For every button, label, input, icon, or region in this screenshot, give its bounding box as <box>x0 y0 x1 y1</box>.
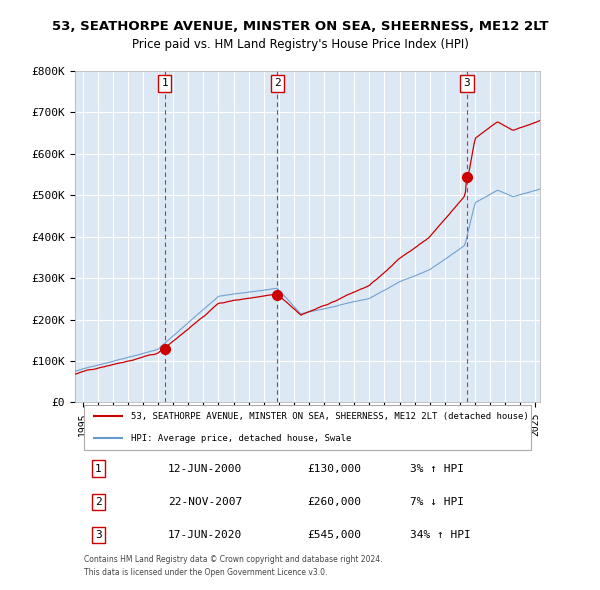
Text: HPI: Average price, detached house, Swale: HPI: Average price, detached house, Swal… <box>131 434 351 442</box>
Text: This data is licensed under the Open Government Licence v3.0.: This data is licensed under the Open Gov… <box>84 568 328 578</box>
Text: 1: 1 <box>95 464 101 474</box>
Text: £130,000: £130,000 <box>308 464 361 474</box>
Text: £545,000: £545,000 <box>308 530 361 540</box>
FancyBboxPatch shape <box>84 405 531 450</box>
Text: 17-JUN-2020: 17-JUN-2020 <box>168 530 242 540</box>
Text: 7% ↓ HPI: 7% ↓ HPI <box>410 497 464 507</box>
Text: 3: 3 <box>464 78 470 88</box>
Text: 1: 1 <box>161 78 168 88</box>
Text: 3: 3 <box>95 530 101 540</box>
Text: 53, SEATHORPE AVENUE, MINSTER ON SEA, SHEERNESS, ME12 2LT: 53, SEATHORPE AVENUE, MINSTER ON SEA, SH… <box>52 20 548 33</box>
Text: Price paid vs. HM Land Registry's House Price Index (HPI): Price paid vs. HM Land Registry's House … <box>131 38 469 51</box>
Text: 34% ↑ HPI: 34% ↑ HPI <box>410 530 470 540</box>
Text: 2: 2 <box>274 78 281 88</box>
Text: 3% ↑ HPI: 3% ↑ HPI <box>410 464 464 474</box>
Text: 2: 2 <box>95 497 101 507</box>
Text: 22-NOV-2007: 22-NOV-2007 <box>168 497 242 507</box>
Text: £260,000: £260,000 <box>308 497 361 507</box>
Text: Contains HM Land Registry data © Crown copyright and database right 2024.: Contains HM Land Registry data © Crown c… <box>84 555 383 564</box>
Text: 12-JUN-2000: 12-JUN-2000 <box>168 464 242 474</box>
Text: 53, SEATHORPE AVENUE, MINSTER ON SEA, SHEERNESS, ME12 2LT (detached house): 53, SEATHORPE AVENUE, MINSTER ON SEA, SH… <box>131 412 529 421</box>
